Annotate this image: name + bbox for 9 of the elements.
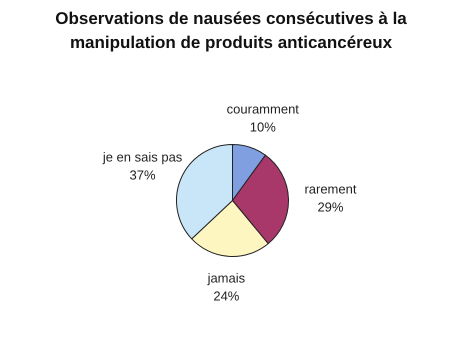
- data-label: 10%: [250, 119, 276, 134]
- slice-label: je en sais pas: [102, 150, 183, 165]
- slice-label: rarement: [304, 181, 357, 196]
- data-label: 29%: [317, 199, 344, 214]
- slice-label: jamais: [206, 270, 246, 286]
- chart-title: Observations de nausées consécutives à la manipulation de produits anticancéreux: [55, 9, 408, 52]
- slice-label: couramment: [226, 101, 300, 116]
- data-label: 37%: [130, 168, 156, 183]
- data-label: 24%: [213, 288, 240, 304]
